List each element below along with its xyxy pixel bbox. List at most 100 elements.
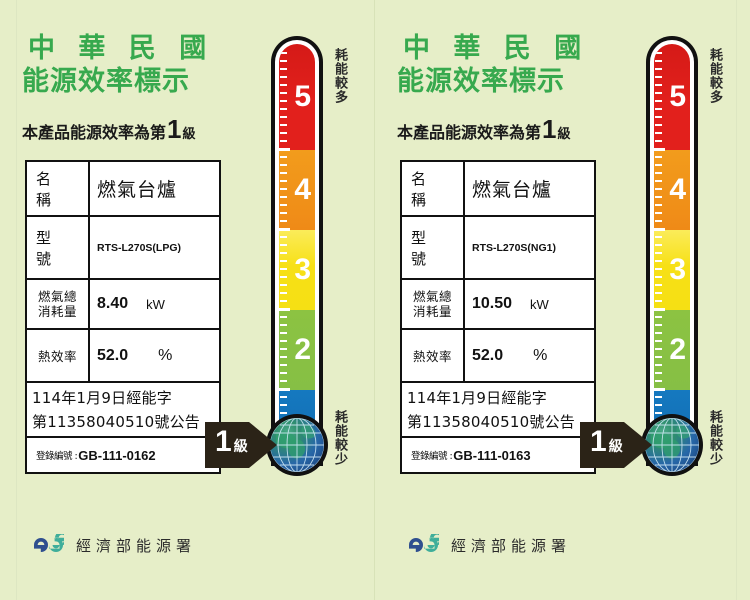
registration-value: GB-111-0163 (453, 447, 531, 463)
grade-sentence-grade: 1 (167, 114, 182, 144)
gauge-tick (280, 380, 287, 382)
gauge-tick (280, 300, 287, 302)
grade-arrow-number: 1 (215, 425, 232, 458)
grade-sentence-prefix: 本產品能源效率為第 (22, 123, 167, 142)
gauge-tick (280, 52, 287, 54)
gauge-tick (280, 220, 287, 222)
gauge-tick (655, 396, 662, 398)
grade-sentence: 本產品能源效率為第 1 級 (397, 116, 571, 143)
gauge-tick (655, 84, 662, 86)
energy-bureau-logo-icon (407, 531, 444, 556)
gauge-tick (655, 156, 662, 158)
gauge-tick (655, 276, 662, 278)
gauge-tick (280, 404, 287, 406)
gauge-tick (280, 116, 287, 118)
gauge-tick-major (654, 388, 665, 391)
gauge-band-4-label: 4 (669, 173, 686, 206)
gauge-tick (655, 68, 662, 70)
gauge-tick-major (279, 228, 290, 231)
gauge-tick (655, 260, 662, 262)
gauge-tube-inner: 5 4 3 2 1 (654, 44, 690, 468)
gauge-tick (655, 372, 662, 374)
gauge-tick (655, 412, 662, 414)
notice-line-1: 114年1月9日經能字 (32, 388, 172, 407)
gauge-tick (280, 348, 287, 350)
table-row-thermal-efficiency: 熱效率 52.0 % (402, 330, 594, 383)
gauge-band-2: 2 (279, 310, 315, 390)
gas-label: 燃氣總 消耗量 (402, 280, 465, 328)
gauge-tick (280, 172, 287, 174)
gauge-band-2: 2 (654, 310, 690, 390)
gauge-tick (280, 268, 287, 270)
gauge-tick-major (279, 388, 290, 391)
agency-name: 經濟部能源署 (451, 536, 572, 555)
gauge-tick (655, 252, 662, 254)
gauge-tick (655, 300, 662, 302)
panel-divider (374, 0, 375, 600)
model-label: 型 號 (27, 217, 90, 278)
efficiency-value: 52.0 (472, 346, 504, 364)
gauge-bottom-label: 耗能較少 (332, 410, 347, 466)
gauge-tick (655, 404, 662, 406)
gauge-band-3-label: 3 (294, 253, 311, 286)
gauge-tick (655, 164, 662, 166)
table-row-model: 型 號 RTS-L270S(NG1) (402, 217, 594, 280)
grade-sentence-grade: 1 (542, 114, 557, 144)
table-row-model: 型 號 RTS-L270S(LPG) (27, 217, 219, 280)
energy-label-panel-ng1: 中 華 民 國 能源效率標示 本產品能源效率為第 1 級 名 稱 燃氣台爐 型 … (375, 0, 750, 600)
grade-sentence-suffix: 級 (182, 127, 196, 142)
gauge-tick-major (654, 228, 665, 231)
grade-arrow-number: 1 (590, 425, 607, 458)
gauge-tick (280, 372, 287, 374)
gas-value-cell: 10.50 kW (465, 280, 594, 328)
gauge-tick (280, 140, 287, 142)
gauge-tick (280, 340, 287, 342)
gauge-tick (655, 324, 662, 326)
gauge-tick (280, 132, 287, 134)
gauge-tick (655, 52, 662, 54)
name-value: 燃氣台爐 (97, 179, 178, 201)
title-line-1: 中 華 民 國 (403, 33, 589, 64)
gauge-top-label: 耗能較多 (332, 48, 347, 104)
grade-arrow-badge: 1 級 (205, 418, 277, 472)
efficiency-value: 52.0 (97, 346, 129, 364)
gauge-tick (655, 92, 662, 94)
table-row-notice: 114年1月9日經能字 第11358040510號公告 (27, 383, 219, 438)
gauge-tick (655, 140, 662, 142)
gauge-tick (280, 156, 287, 158)
gauge-tick (655, 284, 662, 286)
name-label: 名 稱 (402, 162, 465, 215)
gauge-tick (655, 188, 662, 190)
gas-value: 8.40 (97, 295, 129, 312)
gauge-tick (655, 348, 662, 350)
gauge-tick (280, 252, 287, 254)
gauge-tick (655, 60, 662, 62)
efficiency-unit: % (158, 346, 173, 364)
gauge-tick (655, 332, 662, 334)
gauge-band-2-label: 2 (294, 333, 311, 366)
gauge-tick (280, 196, 287, 198)
gas-label-line2: 消耗量 (412, 304, 452, 319)
gauge-band-5: 5 (654, 44, 690, 150)
gas-label-line2: 消耗量 (37, 304, 77, 319)
globe-icon (645, 418, 699, 472)
gauge-band-4: 4 (654, 150, 690, 230)
gauge-tick (655, 212, 662, 214)
gauge-tick-major (279, 308, 290, 311)
name-value: 燃氣台爐 (472, 179, 553, 201)
gauge-tick (655, 108, 662, 110)
model-value: RTS-L270S(NG1) (472, 241, 557, 254)
grade-arrow-text: 1 級 (215, 427, 248, 457)
gauge-tick (655, 196, 662, 198)
grade-arrow-suffix: 級 (233, 439, 248, 455)
globe-icon (270, 418, 324, 472)
gas-value: 10.50 (472, 295, 513, 312)
gauge-band-2-label: 2 (669, 333, 686, 366)
efficiency-value-cell: 52.0 % (90, 330, 219, 381)
grade-sentence: 本產品能源效率為第 1 級 (22, 116, 196, 143)
gauge-tick (280, 412, 287, 414)
grade-sentence-suffix: 級 (557, 127, 571, 142)
model-value: RTS-L270S(LPG) (97, 241, 182, 254)
gauge-tick (280, 324, 287, 326)
agency-footer: 經濟部能源署 (32, 531, 196, 556)
